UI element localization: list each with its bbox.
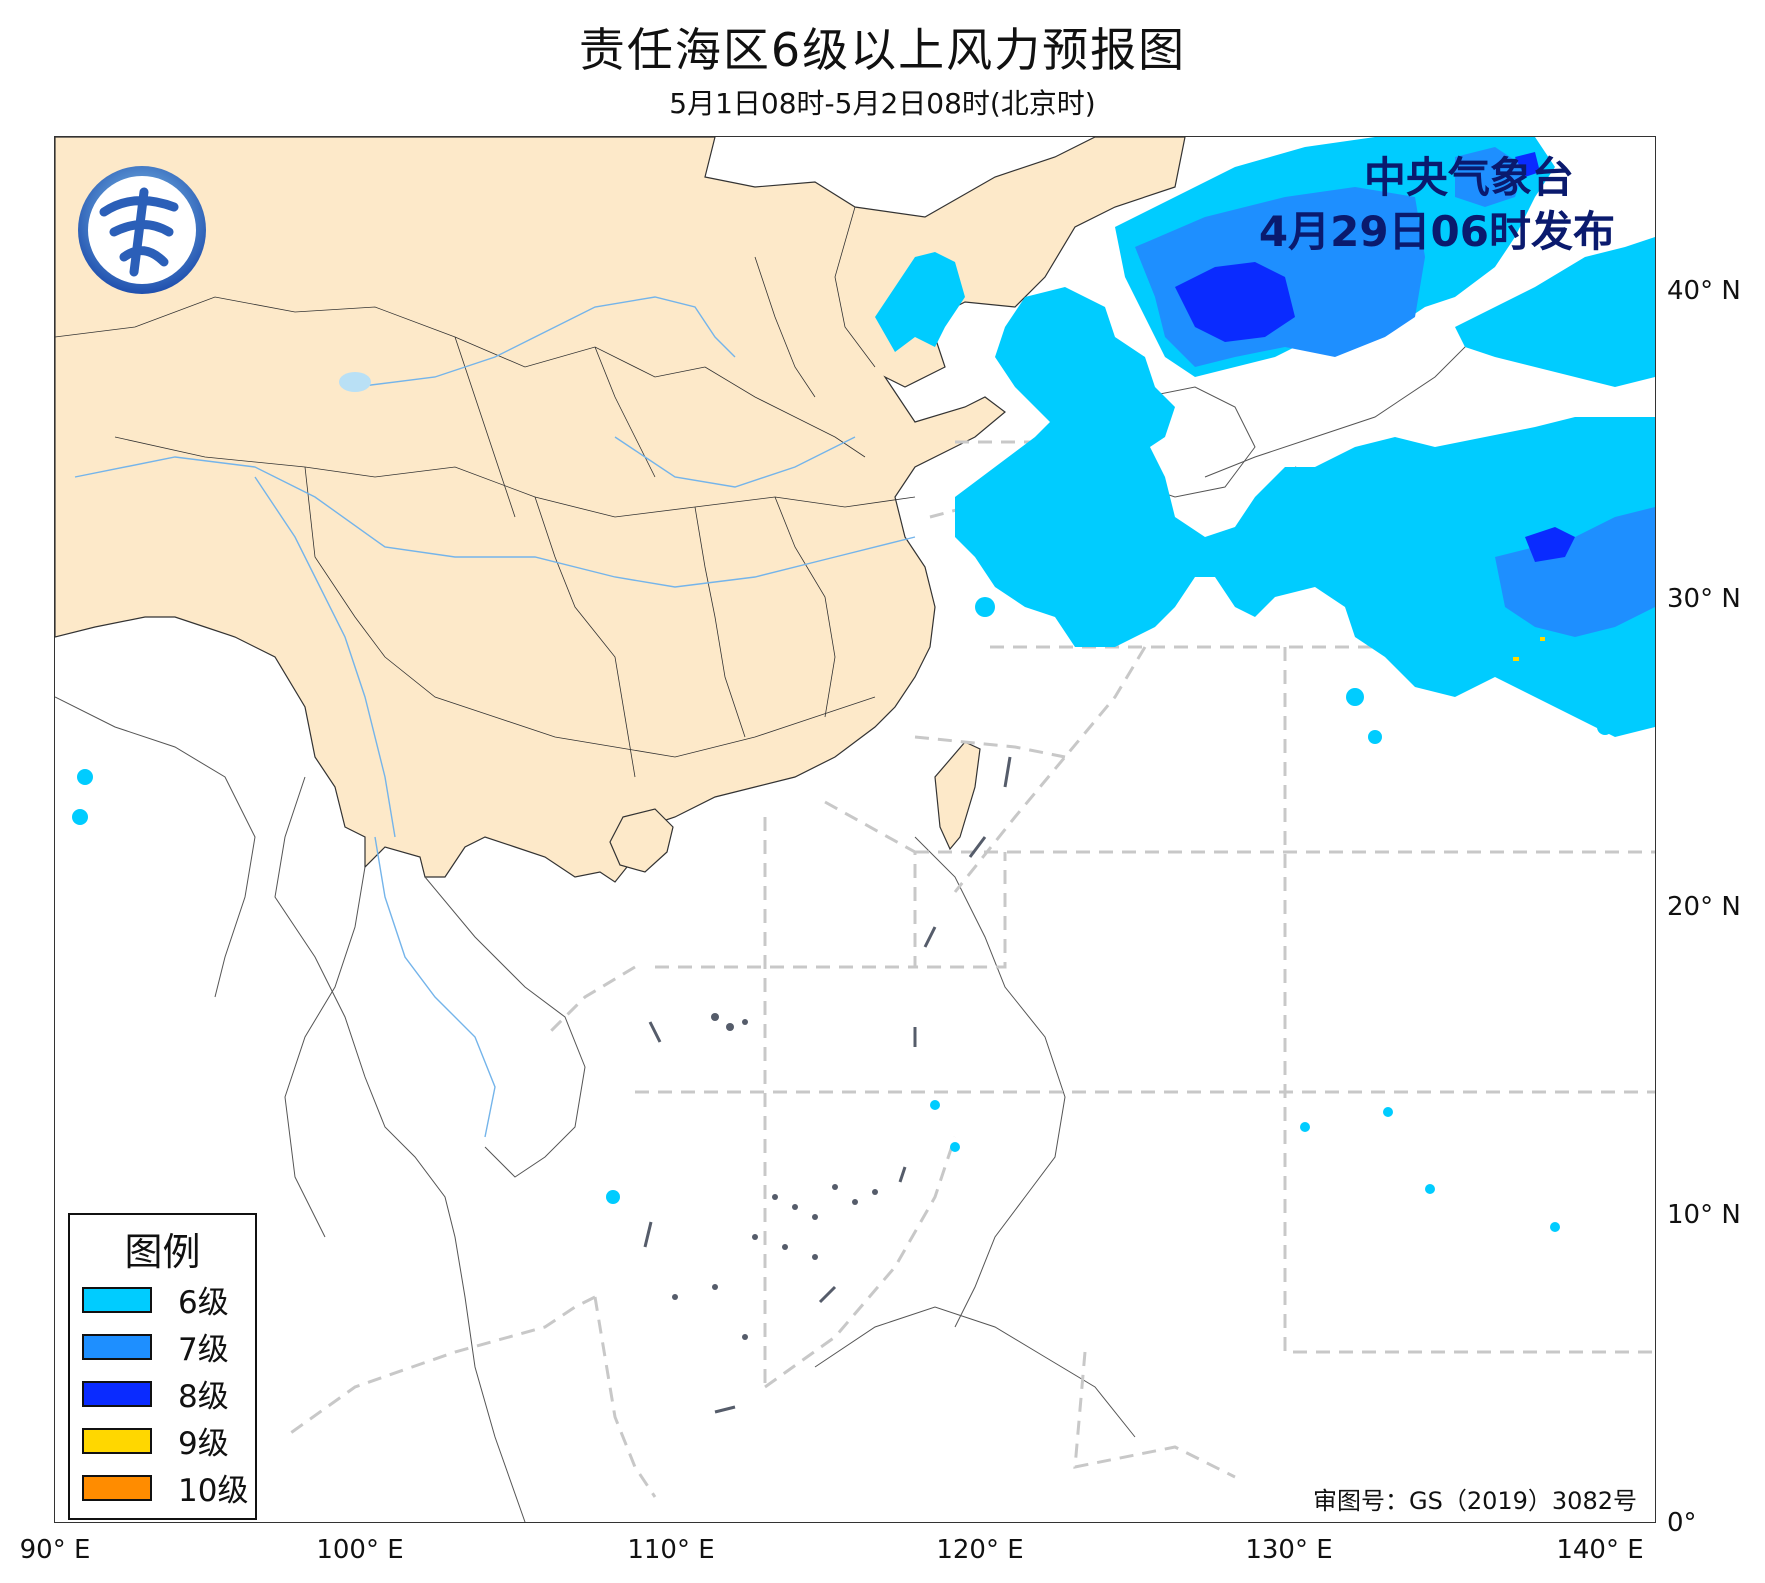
x-tick-100E: 100° E <box>316 1535 404 1565</box>
legend-label-7: 7级 <box>178 1332 229 1368</box>
legend-swatch-6 <box>82 1286 152 1313</box>
review-number: 审图号：GS（2019）3082号 <box>1313 1487 1637 1515</box>
issue-time: 4月29日06时发布 <box>1258 207 1615 256</box>
x-tick-130E: 130° E <box>1245 1535 1333 1565</box>
legend-label-6: 6级 <box>178 1285 229 1321</box>
legend-item-9: 9级 <box>82 1417 255 1464</box>
legend-item-10: 10级 <box>82 1464 255 1511</box>
x-tick-110E: 110° E <box>627 1535 715 1565</box>
x-tick-90E: 90° E <box>19 1535 91 1565</box>
legend-swatch-10 <box>82 1474 152 1501</box>
legend-item-6: 6级 <box>82 1276 255 1323</box>
hainan-island <box>609 808 674 873</box>
issuer-block: 中央气象台 4月29日06时发布 <box>1259 151 1615 259</box>
legend-title: 图例 <box>124 1230 201 1274</box>
legend-swatch-9 <box>82 1427 152 1454</box>
legend-label-9: 9级 <box>178 1426 229 1462</box>
legend-item-8: 8级 <box>82 1370 255 1417</box>
x-tick-140E: 140° E <box>1556 1535 1644 1565</box>
islands <box>672 1013 878 1340</box>
map-canvas <box>55 137 1655 1522</box>
map-subtitle: 5月1日08时-5月2日08时(北京时) <box>669 87 1096 120</box>
x-tick-120E: 120° E <box>936 1535 1024 1565</box>
rivers <box>74 296 916 1138</box>
cma-logo-icon <box>78 166 206 294</box>
legend-label-10: 10级 <box>178 1473 249 1509</box>
map-legend: 图例 6级 7级 8级 9级 10级 <box>68 1213 257 1520</box>
wind-level-9-areas <box>1513 637 1545 661</box>
china-landmass <box>55 137 1186 883</box>
issuer-name: 中央气象台 <box>1363 153 1574 202</box>
legend-swatch-8 <box>82 1380 152 1407</box>
y-tick-10N: 10° N <box>1667 1200 1741 1230</box>
map-area[interactable]: 中央气象台 4月29日06时发布 审图号：GS（2019）3082号 <box>54 136 1656 1523</box>
y-tick-30N: 30° N <box>1667 584 1741 614</box>
legend-item-7: 7级 <box>82 1323 255 1370</box>
y-tick-0: 0° <box>1667 1508 1697 1538</box>
taiwan-island <box>934 741 981 851</box>
legend-label-8: 8级 <box>178 1379 229 1415</box>
map-title: 责任海区6级以上风力预报图 <box>578 23 1187 77</box>
scs-dash-line <box>643 756 1012 1414</box>
wind-level-8-areas <box>1175 152 1575 562</box>
legend-swatch-7 <box>82 1333 152 1360</box>
y-tick-40N: 40° N <box>1667 276 1741 306</box>
qinghai-lake <box>339 372 371 392</box>
y-tick-20N: 20° N <box>1667 892 1741 922</box>
